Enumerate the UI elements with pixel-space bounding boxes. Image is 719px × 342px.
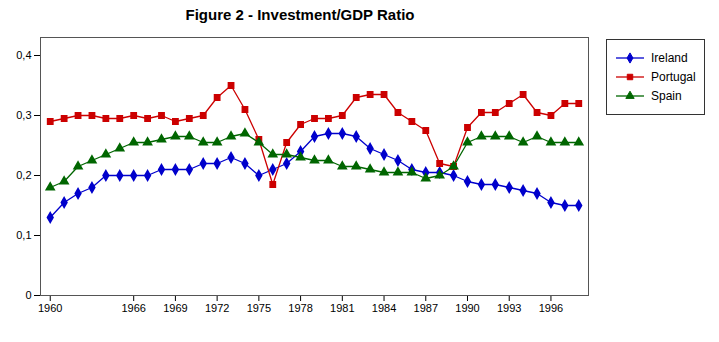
html-text:Portugal: Portugal <box>651 70 696 84</box>
svg-text:1990: 1990 <box>455 302 479 314</box>
svg-text:1978: 1978 <box>288 302 312 314</box>
svg-text:1993: 1993 <box>497 302 521 314</box>
html-text:Ireland: Ireland <box>651 51 688 65</box>
svg-text:1981: 1981 <box>330 302 354 314</box>
svg-text:0,1: 0,1 <box>16 229 31 241</box>
svg-text:1987: 1987 <box>414 302 438 314</box>
svg-text:1966: 1966 <box>121 302 145 314</box>
svg-text:0: 0 <box>25 289 31 301</box>
svg-text:0,2: 0,2 <box>16 169 31 181</box>
svg-text:1960: 1960 <box>38 302 62 314</box>
svg-text:1984: 1984 <box>372 302 396 314</box>
html-text:Figure 2 - Investment/GDP Rati: Figure 2 - Investment/GDP Ratio <box>185 6 415 23</box>
svg-text:1996: 1996 <box>539 302 563 314</box>
svg-text:1975: 1975 <box>247 302 271 314</box>
svg-text:0,4: 0,4 <box>16 49 31 61</box>
svg-text:1969: 1969 <box>163 302 187 314</box>
html-text:Spain: Spain <box>651 89 682 103</box>
svg-text:0,3: 0,3 <box>16 109 31 121</box>
svg-text:1972: 1972 <box>205 302 229 314</box>
